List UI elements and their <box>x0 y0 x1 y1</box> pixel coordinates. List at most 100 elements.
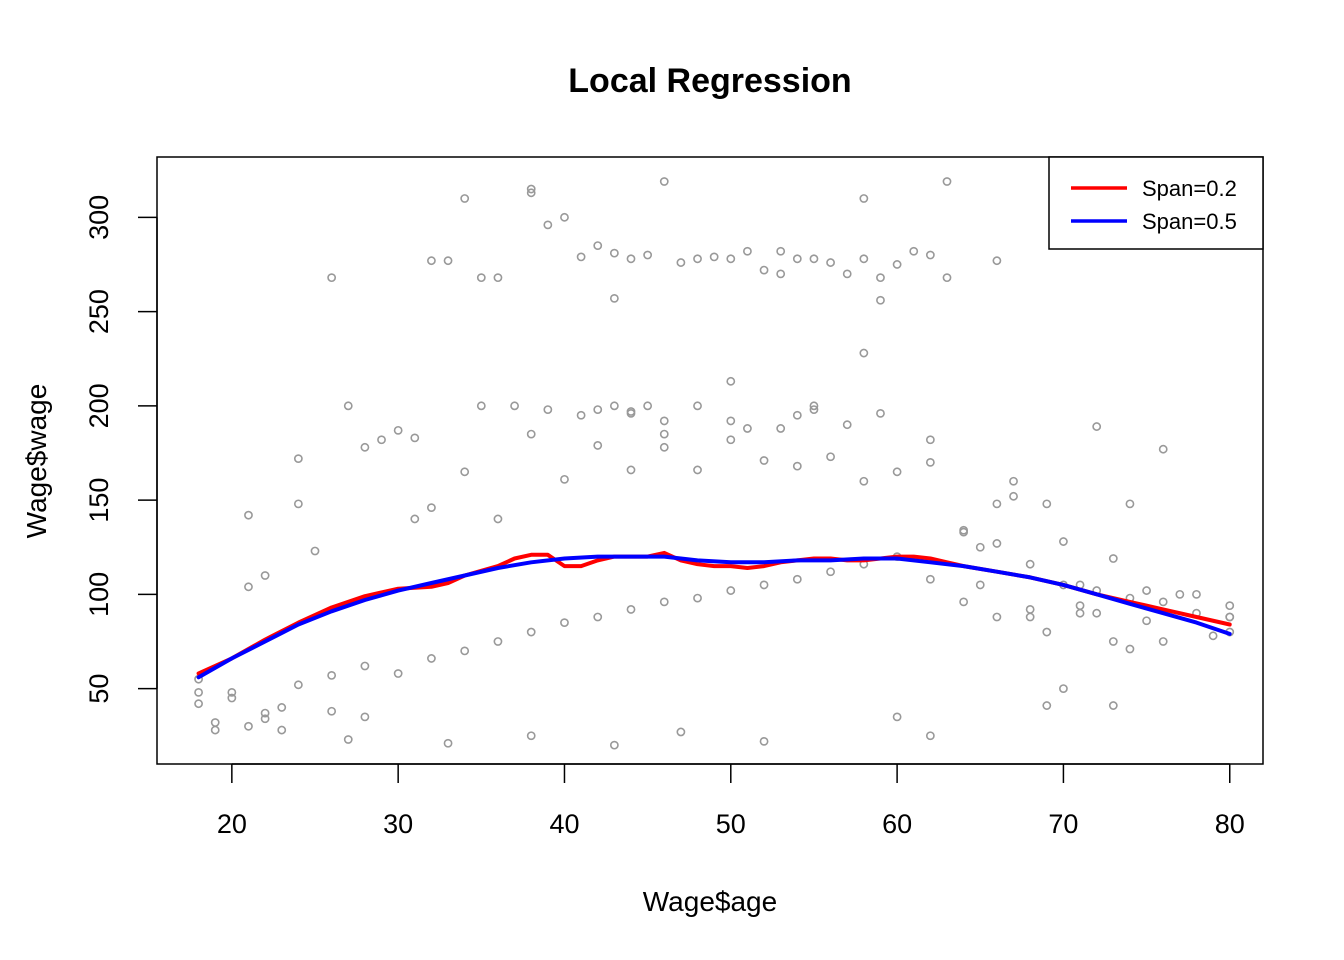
data-point <box>393 669 403 678</box>
data-point <box>726 586 736 595</box>
data-point <box>892 260 902 269</box>
y-tick-label: 250 <box>84 289 114 334</box>
data-point <box>576 410 586 420</box>
data-point <box>526 184 536 194</box>
data-point <box>659 597 669 607</box>
data-point <box>260 714 270 724</box>
y-tick-label: 300 <box>84 195 114 240</box>
chart-title: Local Regression <box>568 62 851 100</box>
data-point <box>876 273 885 283</box>
data-point <box>975 580 985 590</box>
data-point <box>609 248 619 258</box>
data-point <box>726 416 736 426</box>
points-layer <box>194 177 1235 750</box>
data-point <box>526 188 536 198</box>
data-point <box>427 256 436 266</box>
data-point <box>593 612 603 622</box>
data-point <box>493 637 503 646</box>
data-point <box>809 405 819 415</box>
data-point <box>726 376 736 386</box>
data-point <box>393 425 403 435</box>
data-point <box>792 254 802 264</box>
data-point <box>360 712 370 722</box>
data-point <box>776 424 786 433</box>
data-point <box>327 706 337 716</box>
data-point <box>759 456 769 465</box>
data-point <box>892 712 902 722</box>
data-point <box>244 510 253 520</box>
data-point <box>643 250 653 260</box>
data-point <box>293 454 303 464</box>
data-point <box>1108 701 1118 710</box>
data-point <box>476 273 486 283</box>
data-point <box>593 241 603 250</box>
data-point <box>693 254 702 264</box>
data-point <box>743 424 752 433</box>
data-point <box>293 499 303 509</box>
y-tick-label: 150 <box>84 478 114 523</box>
data-point <box>1025 559 1035 569</box>
data-point <box>859 194 869 203</box>
data-point <box>443 256 453 266</box>
data-point <box>1225 612 1235 622</box>
data-point <box>560 474 569 484</box>
data-point <box>360 661 370 671</box>
data-point <box>975 542 985 552</box>
y-tick-label: 200 <box>84 383 114 428</box>
data-point <box>510 401 519 411</box>
data-point <box>626 605 636 614</box>
data-point <box>460 194 470 203</box>
data-point <box>925 457 935 467</box>
data-point <box>659 442 669 452</box>
data-point <box>759 580 769 590</box>
data-point <box>992 256 1002 266</box>
lines-layer <box>196 550 1232 680</box>
data-point <box>693 593 702 603</box>
data-point <box>892 467 902 477</box>
data-point <box>310 546 320 556</box>
data-point <box>277 703 287 712</box>
data-point <box>659 416 669 426</box>
data-point <box>992 539 1002 548</box>
data-point <box>826 452 835 462</box>
data-point <box>327 671 337 680</box>
y-tick-label: 100 <box>84 572 114 617</box>
data-point <box>925 250 935 260</box>
data-point <box>493 514 503 524</box>
data-point <box>759 736 769 746</box>
data-point <box>876 295 885 305</box>
data-point <box>410 433 420 443</box>
data-point <box>1108 637 1118 646</box>
data-point <box>876 408 885 418</box>
x-tick-label: 30 <box>383 809 413 839</box>
data-point <box>809 401 819 411</box>
data-point <box>942 177 952 186</box>
legend: Span=0.2 Span=0.5 <box>1048 156 1264 250</box>
data-point <box>210 718 220 727</box>
y-axis: 50 100 150 200 250 300 <box>84 195 158 704</box>
data-point <box>643 401 653 411</box>
legend-label-span02: Span=0.2 <box>1142 176 1237 201</box>
data-point <box>609 401 619 411</box>
data-point <box>244 721 253 731</box>
data-point <box>676 258 686 267</box>
legend-label-span05: Span=0.5 <box>1142 209 1237 234</box>
data-point <box>227 693 237 703</box>
data-point <box>277 725 287 735</box>
data-point <box>410 514 420 524</box>
data-point <box>1158 597 1168 607</box>
data-point <box>1009 491 1018 501</box>
data-point <box>427 503 436 513</box>
x-tick-label: 50 <box>716 809 746 839</box>
data-point <box>244 582 253 592</box>
data-point <box>1075 601 1085 611</box>
data-point <box>377 435 386 445</box>
data-point <box>1092 608 1102 618</box>
data-point <box>543 405 553 415</box>
data-point <box>260 708 270 718</box>
data-point <box>560 618 569 628</box>
data-point <box>1042 701 1052 710</box>
data-point <box>1042 627 1052 637</box>
data-point <box>676 727 686 737</box>
y-tick-label: 50 <box>84 674 114 704</box>
